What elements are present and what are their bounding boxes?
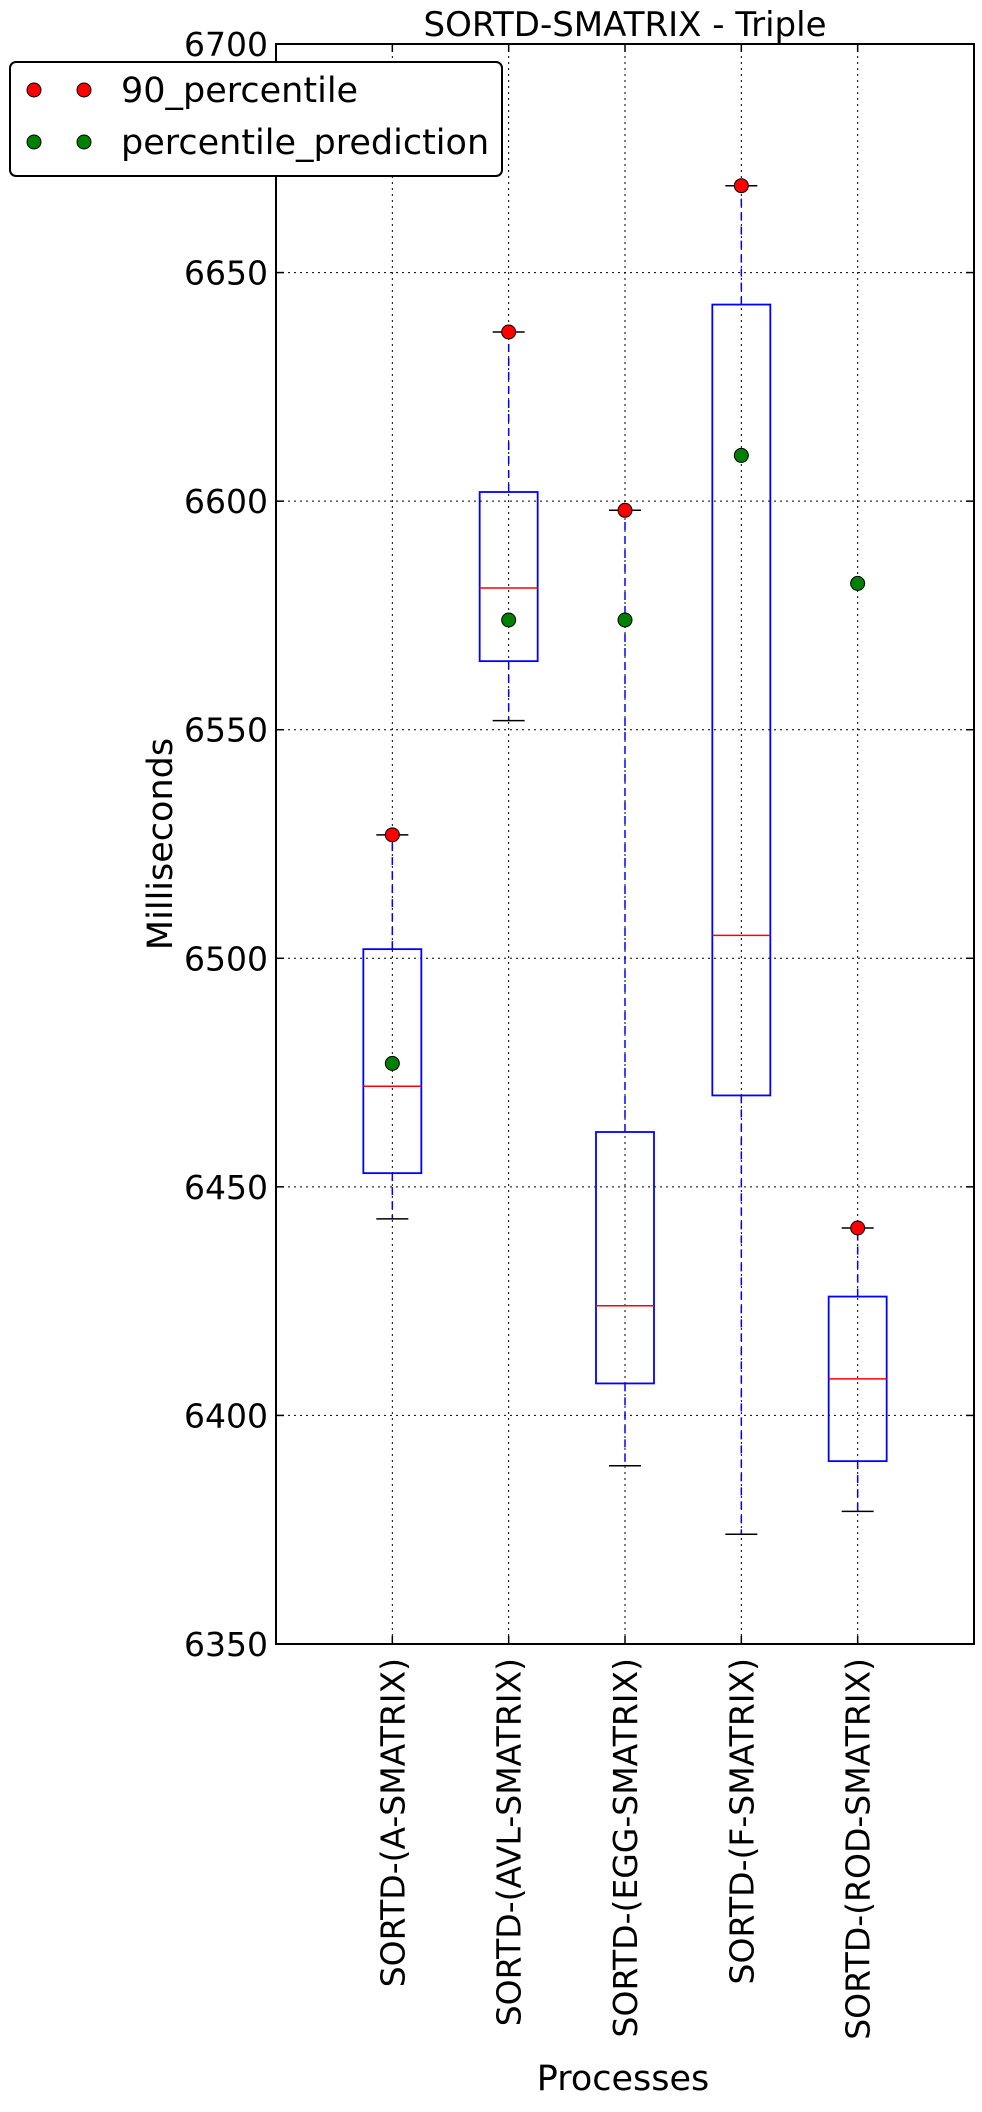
- y-tick-label: 6500: [184, 939, 268, 978]
- box-2: [478, 331, 539, 722]
- box-4: [711, 184, 772, 1536]
- legend-frame: [9, 61, 503, 177]
- point-90_percentile: [733, 178, 749, 194]
- y-tick-label: 6400: [184, 1396, 268, 1435]
- iqr-box: [595, 1131, 655, 1385]
- legend-marker: [76, 134, 92, 150]
- x-tick-label: SORTD-(EGG-SMATRIX): [606, 1658, 645, 2037]
- x-tick-label: SORTD-(AVL-SMATRIX): [490, 1658, 529, 2026]
- y-tick-label: 6700: [184, 25, 268, 64]
- y-tick-label: 6600: [184, 482, 268, 521]
- iqr-box: [478, 491, 539, 663]
- point-percentile_prediction: [501, 612, 517, 628]
- point-90_percentile: [384, 827, 400, 843]
- box-5: [827, 1227, 888, 1513]
- point-percentile_prediction: [384, 1055, 400, 1071]
- legend-marker: [26, 134, 42, 150]
- y-axis-label: Milliseconds: [141, 738, 181, 950]
- y-tick-label: 6350: [184, 1625, 268, 1664]
- chart-title: SORTD-SMATRIX - Triple: [424, 5, 827, 45]
- point-percentile_prediction: [733, 447, 749, 463]
- legend-label: 90_percentile: [121, 71, 358, 111]
- data-points: [384, 178, 866, 1236]
- point-90_percentile: [850, 1220, 866, 1236]
- point-percentile_prediction: [617, 612, 633, 628]
- y-tick-label: 6550: [184, 711, 268, 750]
- y-tick-labels: 6350 6400 6450 6500 6550 6600 6650 6700: [184, 25, 974, 1664]
- point-percentile_prediction: [850, 575, 866, 591]
- iqr-box: [711, 303, 772, 1097]
- box-1: [362, 834, 423, 1220]
- iqr-box: [362, 948, 423, 1175]
- point-90_percentile: [617, 502, 633, 518]
- x-tick-label: SORTD-(F-SMATRIX): [722, 1658, 761, 1984]
- y-tick-label: 6450: [184, 1168, 268, 1207]
- y-tick-label: 6650: [184, 254, 268, 293]
- legend-label: percentile_prediction: [121, 123, 489, 163]
- legend-marker: [76, 82, 92, 98]
- x-tick-label: SORTD-(A-SMATRIX): [373, 1658, 412, 1987]
- x-axis-label: Processes: [537, 2059, 710, 2099]
- x-tick-label: SORTD-(ROD-SMATRIX): [839, 1658, 878, 2040]
- legend-marker: [26, 82, 42, 98]
- legend: 90_percentile percentile_prediction: [9, 61, 503, 177]
- point-90_percentile: [501, 324, 517, 340]
- x-tick-labels: SORTD-(A-SMATRIX) SORTD-(AVL-SMATRIX) SORT…: [373, 44, 878, 2040]
